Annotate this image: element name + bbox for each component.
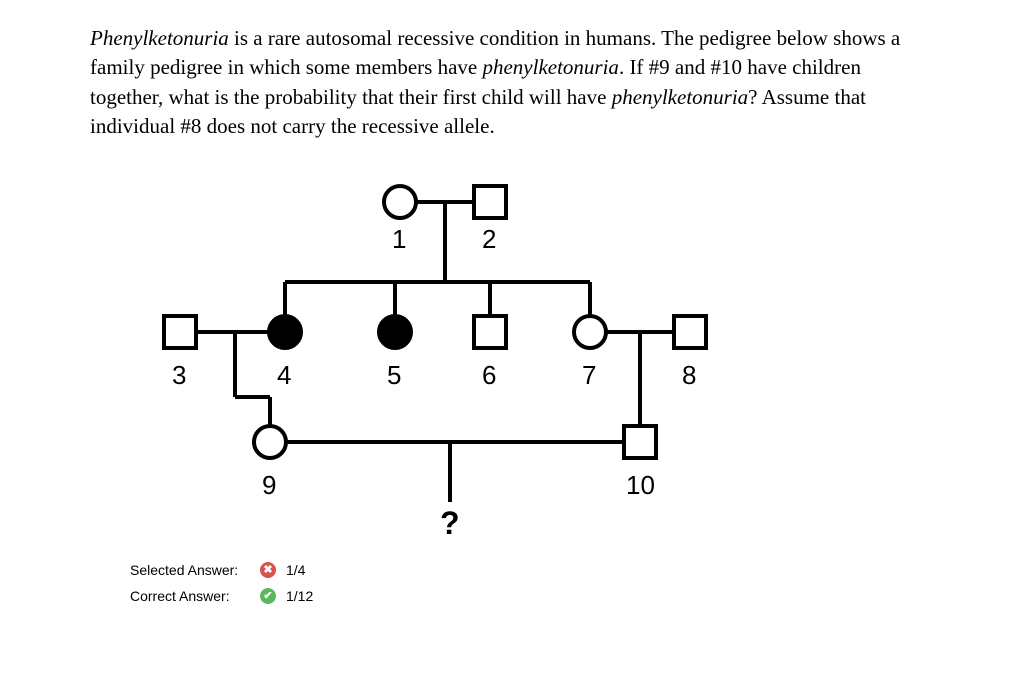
selected-answer-row: Selected Answer: ✖ 1/4: [130, 562, 934, 578]
pedigree-diagram: 12345678910?: [120, 172, 840, 532]
pedigree-node-10: [624, 426, 656, 458]
term-3: phenylketonuria: [612, 85, 748, 109]
pedigree-label-9: 9: [262, 470, 276, 500]
term-2: phenylketonuria: [482, 55, 618, 79]
answer-block: Selected Answer: ✖ 1/4 Correct Answer: ✔…: [130, 562, 934, 604]
pedigree-label-1: 1: [392, 224, 406, 254]
pedigree-label-10: 10: [626, 470, 655, 500]
pedigree-label-7: 7: [582, 360, 596, 390]
pedigree-node-1: [384, 186, 416, 218]
selected-answer-value: 1/4: [286, 562, 305, 578]
pedigree-node-7: [574, 316, 606, 348]
selected-answer-label: Selected Answer:: [130, 562, 250, 578]
pedigree-question-mark: ?: [440, 505, 460, 541]
pedigree-label-2: 2: [482, 224, 496, 254]
pedigree-node-9: [254, 426, 286, 458]
pedigree-label-6: 6: [482, 360, 496, 390]
correct-answer-value: 1/12: [286, 588, 313, 604]
pedigree-node-3: [164, 316, 196, 348]
pedigree-label-3: 3: [172, 360, 186, 390]
wrong-icon: ✖: [260, 562, 276, 578]
pedigree-label-5: 5: [387, 360, 401, 390]
pedigree-svg: 1 2 3 4 5 6 7 8 9 10?: [120, 172, 840, 542]
pedigree-node-2: [474, 186, 506, 218]
pedigree-node-5: [379, 316, 411, 348]
question-text: Phenylketonuria is a rare autosomal rece…: [90, 24, 934, 142]
term-1: Phenylketonuria: [90, 26, 229, 50]
correct-icon: ✔: [260, 588, 276, 604]
pedigree-label-4: 4: [277, 360, 291, 390]
correct-answer-label: Correct Answer:: [130, 588, 250, 604]
correct-answer-row: Correct Answer: ✔ 1/12: [130, 588, 934, 604]
pedigree-node-4: [269, 316, 301, 348]
pedigree-label-8: 8: [682, 360, 696, 390]
pedigree-node-8: [674, 316, 706, 348]
pedigree-node-6: [474, 316, 506, 348]
